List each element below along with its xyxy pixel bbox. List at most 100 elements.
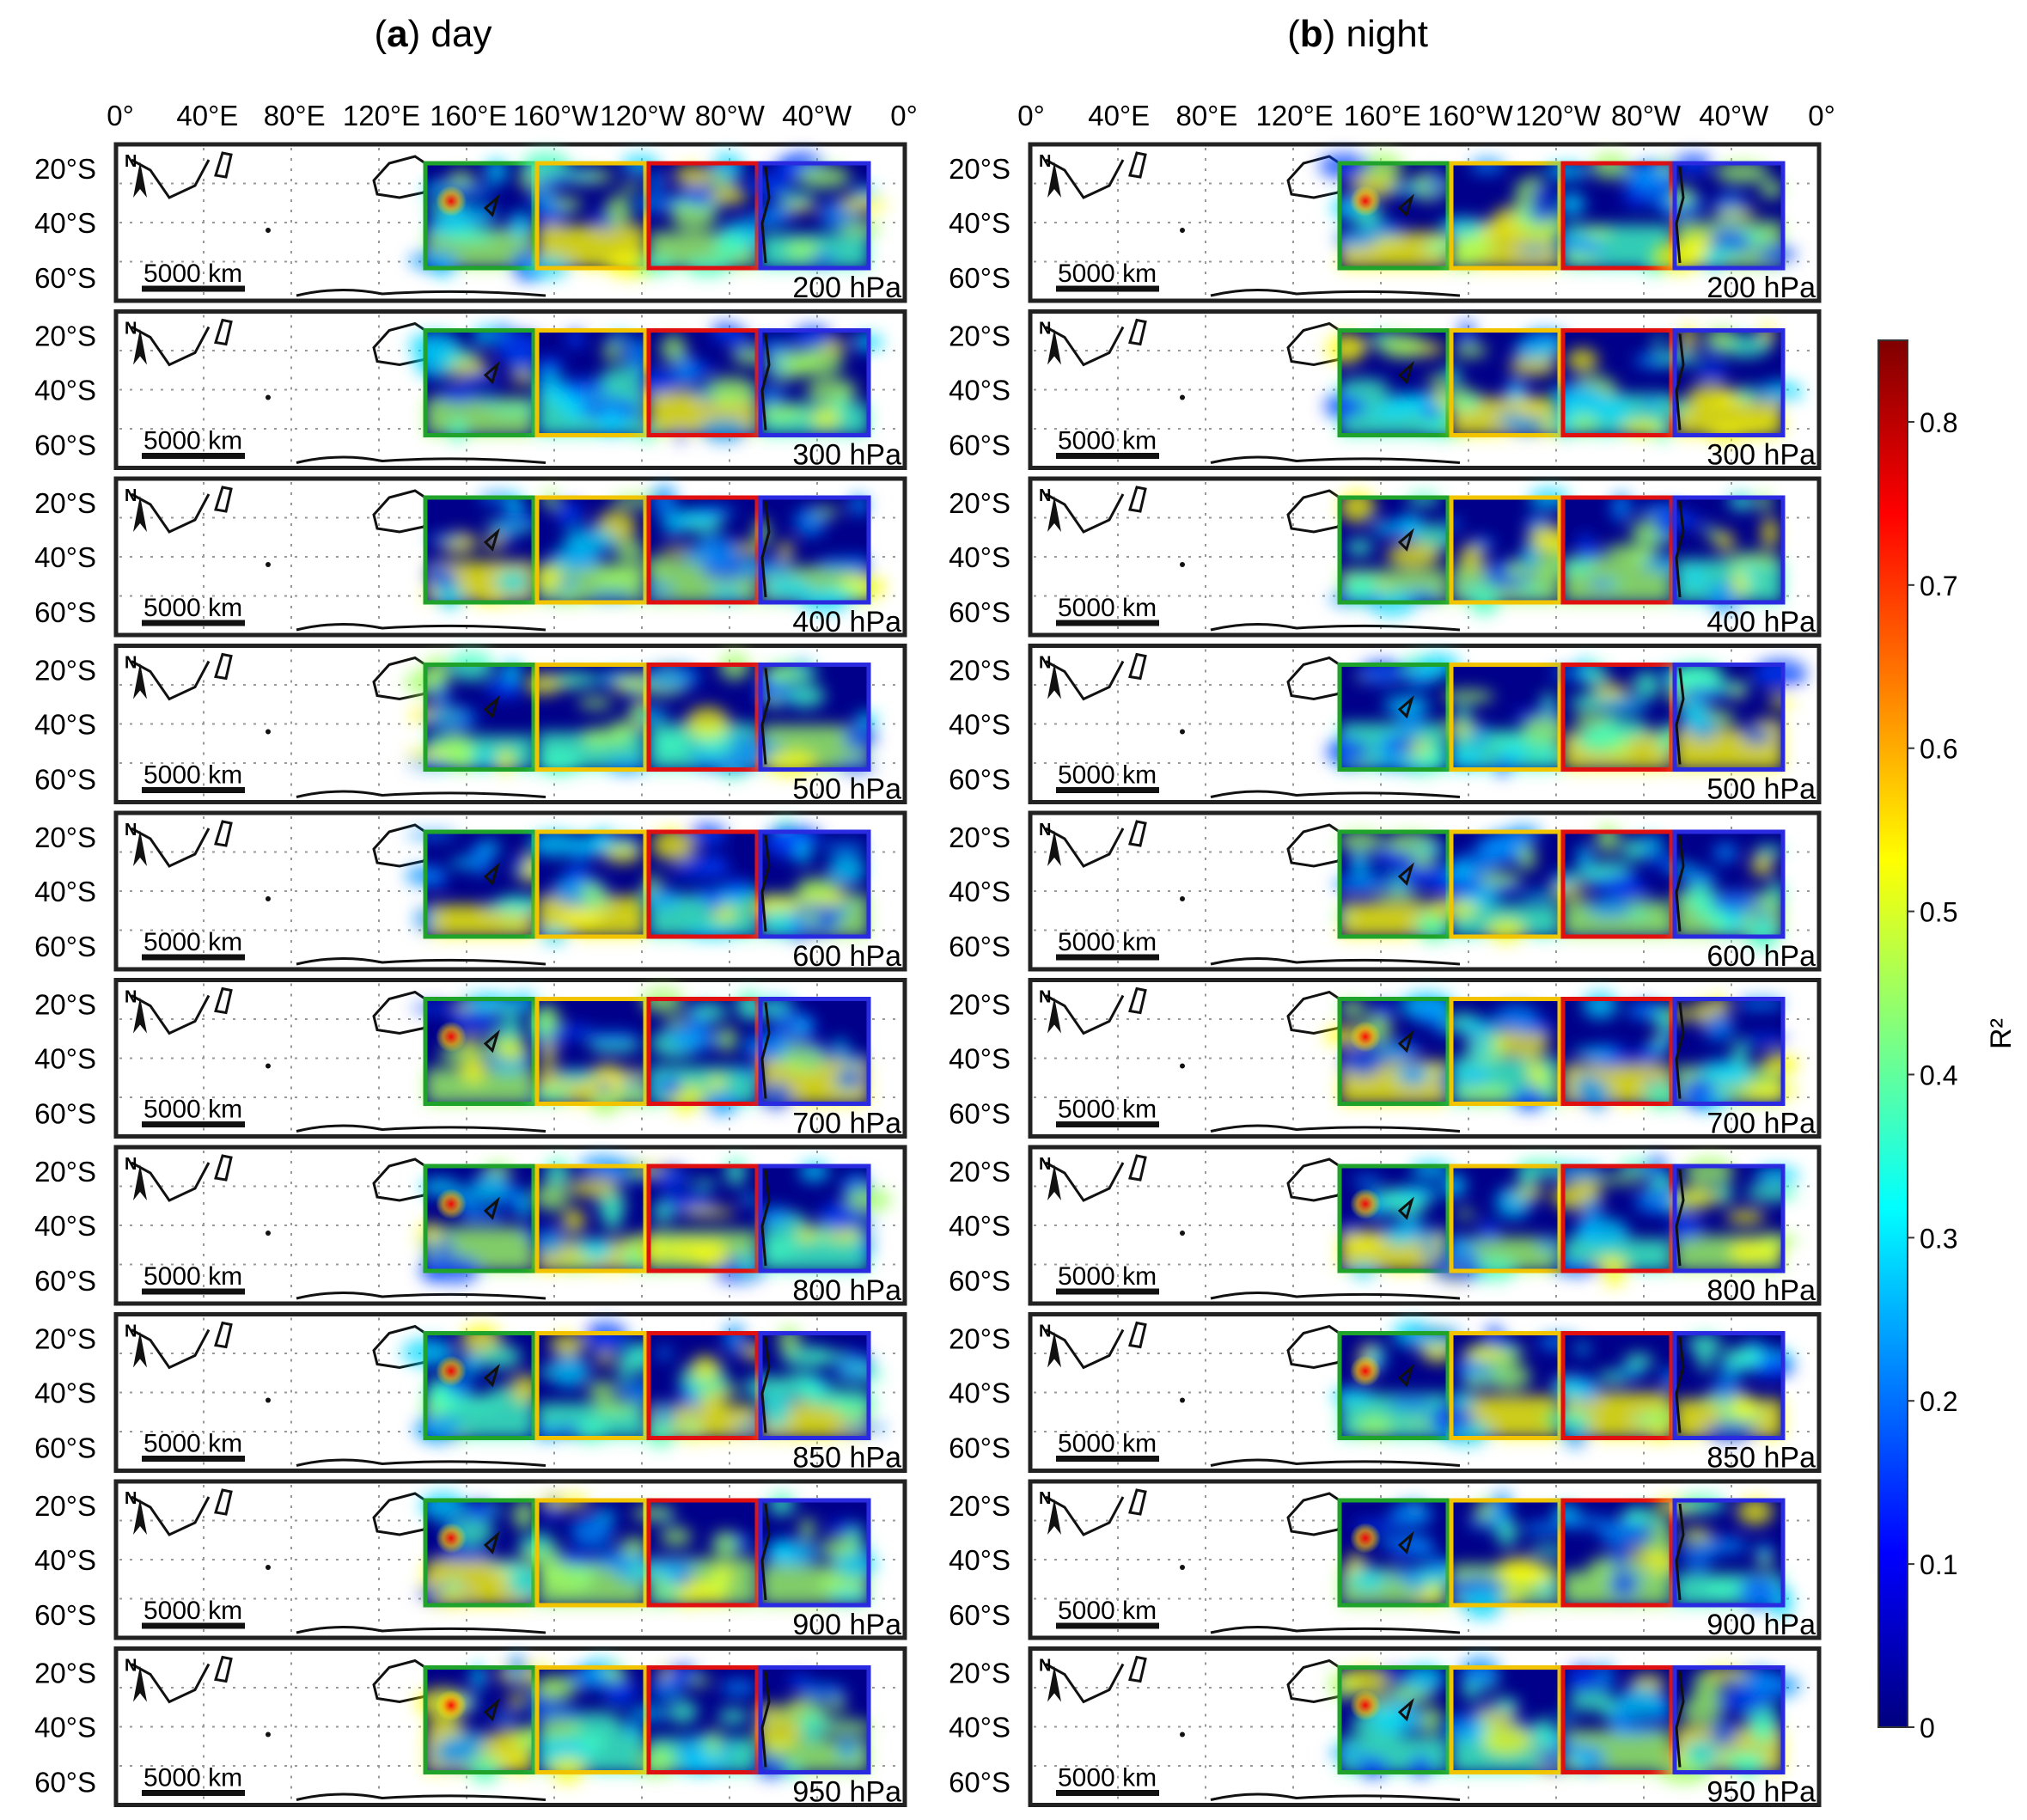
north-arrow-label: N [1039, 654, 1051, 673]
r2-patch [1337, 830, 1383, 852]
r2-patch [605, 195, 633, 227]
longitude-tick-label: 40°E [1088, 100, 1150, 131]
r2-patch [470, 1664, 486, 1691]
antarctica-coastline [1210, 622, 1461, 632]
longitude-tick-label: 120°E [343, 100, 420, 131]
r2-patch [579, 882, 606, 906]
pressure-level-label: 900 hPa [1706, 1609, 1816, 1641]
r2-patch [424, 656, 449, 687]
r2-patch [1450, 235, 1496, 259]
latitude-tick-label: 40°S [34, 375, 96, 406]
r2-patch [1681, 1695, 1723, 1726]
region-box-1 [1324, 992, 1456, 1106]
r2-patch [653, 1165, 687, 1189]
r2-patch [795, 839, 812, 865]
r2-patch [704, 376, 758, 407]
r2-patch [1755, 1544, 1772, 1560]
r2-field [626, 1506, 757, 1606]
latitude-tick-label: 60°S [949, 596, 1010, 628]
island-dot [266, 1731, 271, 1738]
r2-patch [650, 1589, 683, 1600]
region-box-outline [1672, 663, 1786, 772]
r2-field [1328, 1664, 1448, 1779]
region-box-outline [1672, 328, 1786, 437]
r2-patch [1517, 586, 1548, 595]
r2-patch [448, 1397, 503, 1408]
r2-patch [1453, 343, 1487, 357]
r2-patch [1389, 1502, 1433, 1529]
latitude-tick-label: 20°S [949, 655, 1010, 687]
africa-coastline [131, 1663, 211, 1704]
region-box-2 [534, 328, 653, 437]
r2-hotspot [1350, 1689, 1381, 1721]
r2-patch [759, 909, 801, 937]
scale-bar-label: 5000 km [143, 1096, 242, 1124]
r2-patch [1373, 1047, 1405, 1057]
map-row-300-hpa: N 5000 km 300 hPa 20°S 40°S 60°S [34, 309, 907, 472]
region-box-1 [408, 158, 543, 281]
r2-patch [1640, 835, 1664, 856]
antarctica-coastline [296, 1793, 546, 1801]
map-row-200-hpa: N 5000 km 200 hPa 20°S 40°S 60°S [34, 142, 907, 304]
region-box-outline [646, 1163, 760, 1273]
r2-patch [1523, 329, 1568, 351]
region-box-2 [520, 1658, 648, 1784]
r2-patch [1405, 1664, 1445, 1693]
r2-patch [607, 722, 646, 733]
r2-patch [543, 1562, 593, 1592]
latitude-tick-label: 20°S [34, 1658, 96, 1689]
pressure-level-label: 600 hPa [792, 940, 901, 973]
r2-patch [1714, 1068, 1752, 1084]
r2-patch [778, 541, 793, 561]
r2-patch [1548, 884, 1586, 898]
region-box-outline [1560, 997, 1674, 1106]
r2-field [1326, 653, 1461, 775]
new-zealand-outline [483, 1698, 500, 1722]
longitude-tick-label: 160°W [513, 100, 599, 131]
r2-patch [1349, 1567, 1387, 1591]
r2-patch [1759, 180, 1784, 198]
r2-patch [835, 1554, 877, 1579]
scale-bar-label: 5000 km [143, 427, 242, 455]
north-arrow-label: N [125, 320, 137, 339]
r2-patch [1343, 1221, 1359, 1236]
r2-patch [601, 843, 643, 864]
latitude-tick-label: 60°S [949, 262, 1010, 294]
r2-field [760, 1492, 877, 1605]
r2-field [1435, 1323, 1580, 1446]
region-box-outline [534, 161, 648, 271]
r2-patch [1532, 187, 1555, 201]
r2-patch [1689, 1563, 1708, 1573]
r2-patch [674, 165, 716, 186]
r2-patch [604, 1678, 637, 1706]
antarctica-coastline [296, 455, 546, 464]
map-row-800-hpa: N 5000 km 800 hPa 20°S 40°S 60°S [34, 1145, 907, 1307]
r2-hotspot [436, 1689, 467, 1721]
r2-patch [533, 1675, 578, 1701]
island-dot [1180, 1231, 1185, 1236]
r2-patch [661, 1238, 711, 1261]
r2-patch [578, 1736, 604, 1753]
r2-patch [1716, 1690, 1771, 1712]
colorbar-tick-label: 0.7 [1920, 571, 1957, 602]
r2-patch [1336, 378, 1390, 398]
south-america-coastline [760, 668, 771, 765]
r2-patch [1455, 1209, 1475, 1218]
r2-patch [1582, 1195, 1602, 1224]
r2-patch [549, 1334, 585, 1356]
region-box-outline [534, 997, 648, 1106]
r2-patch [1397, 514, 1424, 534]
latitude-tick-label: 60°S [949, 1432, 1010, 1464]
r2-patch [1422, 1235, 1437, 1263]
r2-patch [1333, 876, 1379, 894]
r2-patch [447, 170, 476, 188]
r2-patch [521, 1225, 535, 1238]
region-box-2 [1435, 1323, 1580, 1446]
region-box-outline [1560, 495, 1674, 605]
r2-patch [561, 378, 608, 398]
region-box-4 [753, 325, 884, 437]
r2-patch [1596, 718, 1650, 741]
r2-patch [1556, 408, 1574, 438]
north-arrow-icon [1047, 1331, 1061, 1368]
r2-patch [785, 239, 821, 261]
